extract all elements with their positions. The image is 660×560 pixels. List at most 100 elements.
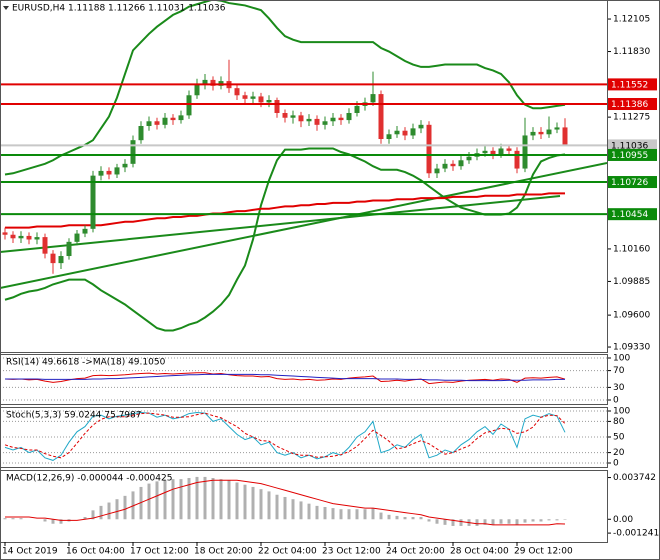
histogram-bar (259, 489, 263, 520)
histogram-bar (507, 519, 511, 524)
histogram-bar (331, 508, 335, 520)
candle-body (410, 128, 416, 136)
candle-body (466, 156, 472, 161)
level-label-box (607, 78, 657, 91)
candle-body (530, 131, 536, 136)
x-tick-label: 29 Oct 12:00 (514, 547, 573, 557)
series-line (5, 479, 566, 526)
candle-body (106, 170, 112, 175)
histogram-bar (547, 519, 551, 521)
candle-body (450, 163, 456, 167)
level-label: 1.10955 (611, 151, 648, 161)
histogram-bar (163, 480, 167, 520)
candle-body (114, 167, 120, 175)
panel-title: EURUSD,H4 1.11188 1.11266 1.11031 1.1103… (12, 4, 226, 14)
histogram-bar (475, 519, 479, 526)
histogram-bar (115, 499, 119, 520)
histogram-bar (131, 491, 135, 520)
histogram-bar (219, 479, 223, 520)
candle-body (138, 126, 144, 141)
panel-title: Stoch(5,3,3) 59.0244 75.7987 (6, 411, 141, 421)
y-tick-label: 1.11830 (613, 47, 650, 57)
y-tick-label: 20 (613, 448, 625, 458)
histogram-bar (403, 517, 407, 520)
x-tick-label: 28 Oct 04:00 (450, 547, 509, 557)
histogram-bar (251, 486, 255, 520)
candle-body (538, 131, 544, 135)
y-tick-label: 0 (613, 396, 619, 406)
y-tick-label: 100 (613, 353, 630, 363)
candle-body (178, 115, 184, 121)
candle-body (562, 127, 568, 146)
candle-body (482, 150, 488, 154)
series-line (4, 412, 566, 461)
histogram-bar (83, 517, 87, 520)
histogram-bar (187, 478, 191, 520)
candle-body (242, 95, 248, 99)
candle-body (386, 134, 392, 140)
x-tick-label: 16 Oct 04:00 (66, 547, 125, 557)
candle-body (146, 121, 152, 127)
level-label-box (607, 98, 657, 111)
panel (0, 410, 607, 464)
y-tick-label: 1.12105 (613, 15, 650, 25)
histogram-bar (347, 509, 351, 520)
candle-body (234, 88, 240, 96)
x-tick-label: 18 Oct 20:00 (194, 547, 253, 557)
histogram-bar (459, 519, 463, 526)
histogram-bar (99, 505, 103, 520)
candle-body (66, 241, 72, 257)
histogram-bar (411, 517, 415, 520)
candle-body (514, 150, 520, 169)
histogram-bar (243, 484, 247, 520)
symbol-icon (3, 6, 9, 10)
candle-body (130, 140, 136, 164)
histogram-bar (227, 480, 231, 520)
panel (3, 476, 567, 526)
y-tick-label: 80 (613, 417, 625, 427)
level-label: 1.11552 (611, 80, 648, 90)
histogram-bar (435, 519, 439, 524)
histogram-bar (491, 519, 495, 525)
candle-body (378, 94, 384, 140)
histogram-bar (275, 494, 279, 520)
candle-body (98, 170, 104, 176)
histogram-bar (171, 479, 175, 520)
histogram-bar (539, 519, 543, 522)
candle-body (330, 117, 336, 122)
histogram-bar (11, 518, 15, 520)
series-line (4, 0, 566, 176)
histogram-bar (363, 509, 367, 520)
histogram-bar (515, 519, 519, 525)
histogram-bar (179, 479, 183, 520)
candle-body (506, 148, 512, 151)
x-tick-label: 22 Oct 04:00 (258, 547, 317, 557)
candle-body (434, 168, 440, 174)
series-line (4, 412, 566, 459)
histogram-bar (19, 518, 23, 520)
candle-body (522, 135, 528, 169)
candle-body (426, 124, 432, 174)
histogram-bar (147, 483, 151, 520)
level-label-box (607, 208, 657, 221)
candle-body (162, 117, 168, 125)
histogram-bar (43, 519, 47, 522)
candle-body (306, 118, 312, 122)
y-tick-label: -0.001241 (613, 529, 659, 539)
candle-body (370, 94, 376, 103)
histogram-bar (91, 510, 95, 520)
candle-body (250, 96, 256, 99)
candle-body (186, 95, 192, 116)
candle-body (442, 163, 448, 169)
candle-body (34, 237, 40, 240)
histogram-bar (299, 501, 303, 520)
histogram-bar (483, 519, 487, 525)
candle-body (26, 235, 32, 240)
histogram-bar (291, 499, 295, 520)
histogram-bar (283, 496, 287, 520)
x-tick-label: 17 Oct 12:00 (130, 547, 189, 557)
series-line (4, 147, 566, 332)
candle-body (50, 253, 56, 264)
trend-line (0, 195, 561, 253)
